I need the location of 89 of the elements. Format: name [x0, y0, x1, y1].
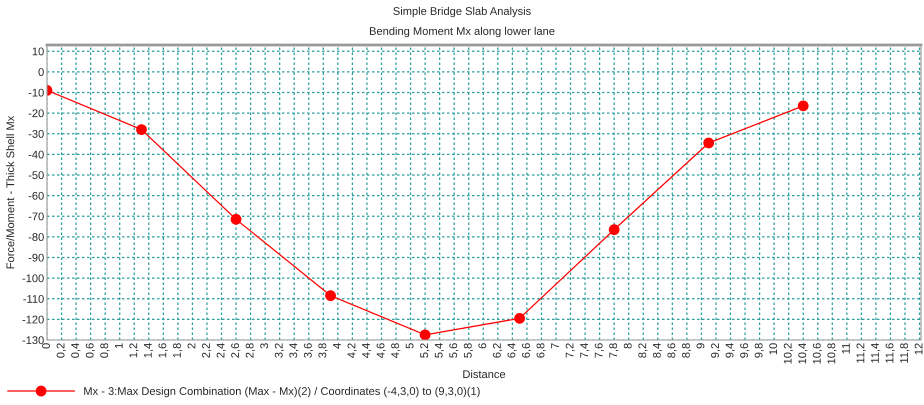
x-tick-label: 9,6 — [740, 343, 750, 358]
x-tick-label: 7,6 — [594, 343, 604, 358]
x-tick-label: 7,4 — [580, 343, 590, 358]
x-tick-label: 6,2 — [492, 343, 502, 358]
y-tick-label: -90 — [28, 254, 44, 262]
x-tick-label: 11,6 — [886, 343, 895, 363]
point — [608, 224, 620, 236]
y-tick-label: -10 — [28, 88, 44, 97]
x-tick-label: 1,8 — [172, 343, 182, 358]
x-tick-label: 6 — [478, 343, 486, 348]
x-tick-label: 10,2 — [784, 343, 793, 364]
y-tick-label: -30 — [28, 130, 44, 138]
x-tick-label: 5,8 — [464, 343, 474, 358]
x-tick-label: 6,6 — [522, 343, 532, 358]
point — [514, 312, 526, 324]
x-tick-label: 9,4 — [726, 343, 735, 358]
point — [703, 138, 714, 148]
y-tick-label: -70 — [28, 212, 44, 220]
x-tick-label: 0,4 — [71, 343, 80, 358]
x-tick-label: 7 — [551, 343, 559, 348]
y-tick-label: -80 — [28, 233, 44, 241]
chart-subtitle: Bending Moment Mx along lower lane — [370, 26, 554, 38]
point — [136, 124, 147, 135]
x-tick-label: 2,2 — [202, 343, 212, 358]
x-tick-label: 6,4 — [507, 343, 517, 358]
text: Mx - 3:Max Design Combination (Max - Mx)(2) / Coordinates (-4,3,0) to (9,3,0)(1) — [84, 386, 480, 398]
x-tick-label: 1 — [114, 343, 123, 348]
y-tick-label: -100 — [22, 274, 44, 282]
x-tick-label: 3,8 — [318, 343, 328, 358]
x-tick-label: 9,8 — [754, 343, 764, 358]
point — [230, 214, 242, 225]
point — [798, 100, 809, 112]
x-tick-label: 2 — [188, 343, 196, 348]
x-tick-label: 3 — [260, 343, 268, 349]
x-tick-label: 7,2 — [566, 343, 575, 358]
x-tick-label: 0,8 — [100, 343, 110, 358]
y-tick-label: 0 — [38, 68, 44, 76]
x-tick-label: 1,4 — [144, 343, 154, 358]
x-tick-label: 5,6 — [449, 343, 458, 358]
x-tick-label: 11,4 — [871, 343, 880, 363]
x-tick-label: 12 — [914, 343, 922, 354]
x-tick-label: 11,8 — [900, 343, 910, 363]
y-tick-label: -50 — [28, 171, 44, 180]
x-tick-label: 1,2 — [129, 343, 139, 358]
y-tick-label: -40 — [28, 150, 44, 158]
x-tick-label: 4,4 — [362, 343, 372, 358]
x-tick-label: 5,2 — [420, 343, 430, 358]
x-tick-label: 2,4 — [216, 343, 226, 358]
x-tick-label: 4,8 — [391, 343, 400, 358]
x-tick-label: 7,8 — [609, 343, 618, 358]
x-tick-label: 4,6 — [376, 343, 386, 358]
x-tick-label: 10,8 — [827, 343, 837, 364]
x-tick-label: 4,2 — [348, 343, 357, 358]
x-tick-label: 0,2 — [56, 343, 66, 358]
y-tick-label: -130 — [22, 336, 44, 344]
point — [420, 329, 430, 340]
y-tick-label: -20 — [28, 109, 44, 118]
x-tick-label: 11,2 — [856, 343, 866, 363]
x-tick-label: 6,8 — [536, 343, 546, 358]
x-tick-label: 3,2 — [274, 343, 284, 358]
y-tick-label: 10 — [32, 47, 44, 56]
x-tick-label: 11 — [842, 343, 850, 354]
x-tick-label: 0 — [42, 343, 50, 349]
x-tick-label: 8,4 — [652, 343, 662, 358]
x-tick-label: 0,6 — [86, 343, 95, 358]
point — [325, 290, 336, 302]
x-axis-title: Distance — [463, 370, 506, 378]
x-tick-label: 8,6 — [667, 343, 677, 358]
x-tick-label: 8,2 — [638, 343, 648, 358]
x-tick-label: 1,6 — [158, 343, 168, 358]
y-tick-label: -110 — [23, 295, 44, 303]
x-tick-label: 9 — [696, 343, 704, 348]
x-tick-label: 10 — [769, 343, 778, 354]
x-tick-label: 8 — [624, 343, 632, 348]
x-tick-label: 2,8 — [246, 343, 255, 358]
chart-title: Simple Bridge Slab Analysis — [393, 6, 531, 18]
x-tick-label: 9,2 — [711, 343, 720, 358]
y-tick-label: -60 — [28, 192, 44, 200]
y-tick-label: -120 — [22, 316, 44, 324]
x-tick-label: 3,4 — [289, 343, 299, 358]
x-tick-label: 2,6 — [231, 343, 240, 358]
x-tick-label: 8,8 — [682, 343, 692, 358]
x-tick-label: 10,6 — [812, 343, 822, 364]
x-tick-label: 5 — [406, 343, 414, 349]
x-tick-label: 4 — [333, 343, 341, 349]
y-axis-title: Force/Moment - Thick Shell Mx — [6, 116, 14, 268]
x-tick-label: 3,6 — [304, 343, 314, 358]
x-tick-label: 5,4 — [434, 343, 444, 358]
x-tick-label: 10,4 — [798, 343, 808, 364]
